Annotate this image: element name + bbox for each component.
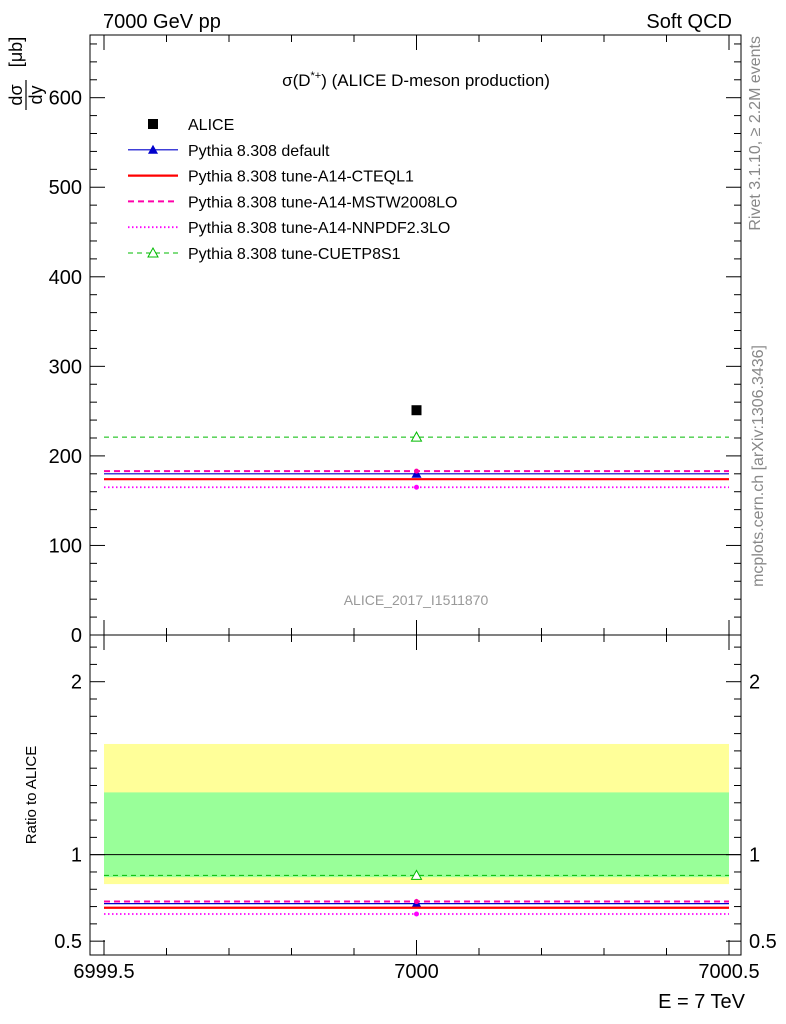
y-axis-label-denominator: dy — [26, 85, 46, 104]
x-axis-label: E = 7 TeV — [658, 991, 746, 1013]
main-plot-area: 0 100 200 300 400 500 600 — [49, 35, 741, 647]
y-tick-label: 400 — [49, 267, 82, 289]
ratio-plot-area: 0.5 0.5 1 1 2 2 6999.5 7000 7000.5 — [54, 635, 777, 983]
ratio-y-tick-label: 0.5 — [54, 931, 82, 953]
y-axis-label-numerator: dσ — [6, 84, 26, 105]
x-tick-label: 7000 — [394, 961, 439, 983]
y-tick-label: 100 — [49, 535, 82, 557]
header-left: 7000 GeV pp — [103, 11, 221, 33]
uncertainty-band-green — [104, 792, 729, 878]
data-point — [414, 484, 419, 490]
legend-marker — [148, 144, 158, 154]
ratio-y-tick-label-right: 0.5 — [749, 931, 777, 953]
main-panel: 0 100 200 300 400 500 600 σ(D*+) (ALICE D-meso… — [6, 34, 742, 647]
y-tick-label: 0 — [71, 625, 82, 647]
header-right: Soft QCD — [646, 11, 732, 33]
data-point — [414, 468, 419, 474]
y-tick-label: 600 — [49, 88, 82, 110]
data-point — [410, 431, 423, 442]
x-tick-label: 6999.5 — [73, 961, 134, 983]
legend-label: Pythia 8.308 tune-A14-NNPDF2.3LO — [188, 220, 450, 237]
ratio-y-tick-label-right: 2 — [749, 672, 760, 694]
ratio-data-point — [414, 899, 419, 905]
rivet-label: Rivet 3.1.10, ≥ 2.2M events — [747, 36, 764, 231]
watermark: ALICE_2017_I1511870 — [344, 592, 489, 608]
ratio-y-axis-label: Ratio to ALICE — [23, 746, 40, 844]
legend-marker — [147, 246, 159, 258]
legend: ALICE Pythia 8.308 default Pythia 8.308 tu… — [128, 117, 457, 263]
mcplots-label: mcplots.cern.ch [arXiv:1306.3436] — [750, 345, 767, 587]
legend-label: ALICE — [188, 117, 234, 134]
y-tick-label: 500 — [49, 177, 82, 199]
y-tick-label: 200 — [49, 446, 82, 468]
ratio-y-tick-label-right: 1 — [749, 845, 760, 867]
ratio-y-tick-label: 2 — [71, 672, 82, 694]
y-tick-label: 300 — [49, 356, 82, 378]
y-axis-label-unit: [μb] — [6, 37, 26, 67]
y-axis-label: dσ dy [μb] — [6, 37, 46, 110]
ratio-frame — [89, 634, 742, 956]
x-tick-label: 7000.5 — [698, 961, 759, 983]
legend-label: Pythia 8.308 default — [188, 143, 330, 160]
data-point — [411, 405, 422, 416]
legend-label: Pythia 8.308 tune-A14-CTEQL1 — [188, 169, 414, 186]
ratio-data-point — [410, 869, 423, 880]
ratio-panel: 0.5 0.5 1 1 2 2 6999.5 7000 7000.5 Ratio to ALIC… — [23, 634, 777, 1013]
legend-label: Pythia 8.308 tune-CUETP8S1 — [188, 246, 401, 263]
ratio-data-point — [414, 911, 419, 917]
legend-label: Pythia 8.308 tune-A14-MSTW2008LO — [188, 194, 457, 211]
main-title: σ(D*+) (ALICE D-meson production) — [282, 70, 550, 90]
ratio-y-tick-label: 1 — [71, 845, 82, 867]
legend-marker — [148, 119, 158, 129]
